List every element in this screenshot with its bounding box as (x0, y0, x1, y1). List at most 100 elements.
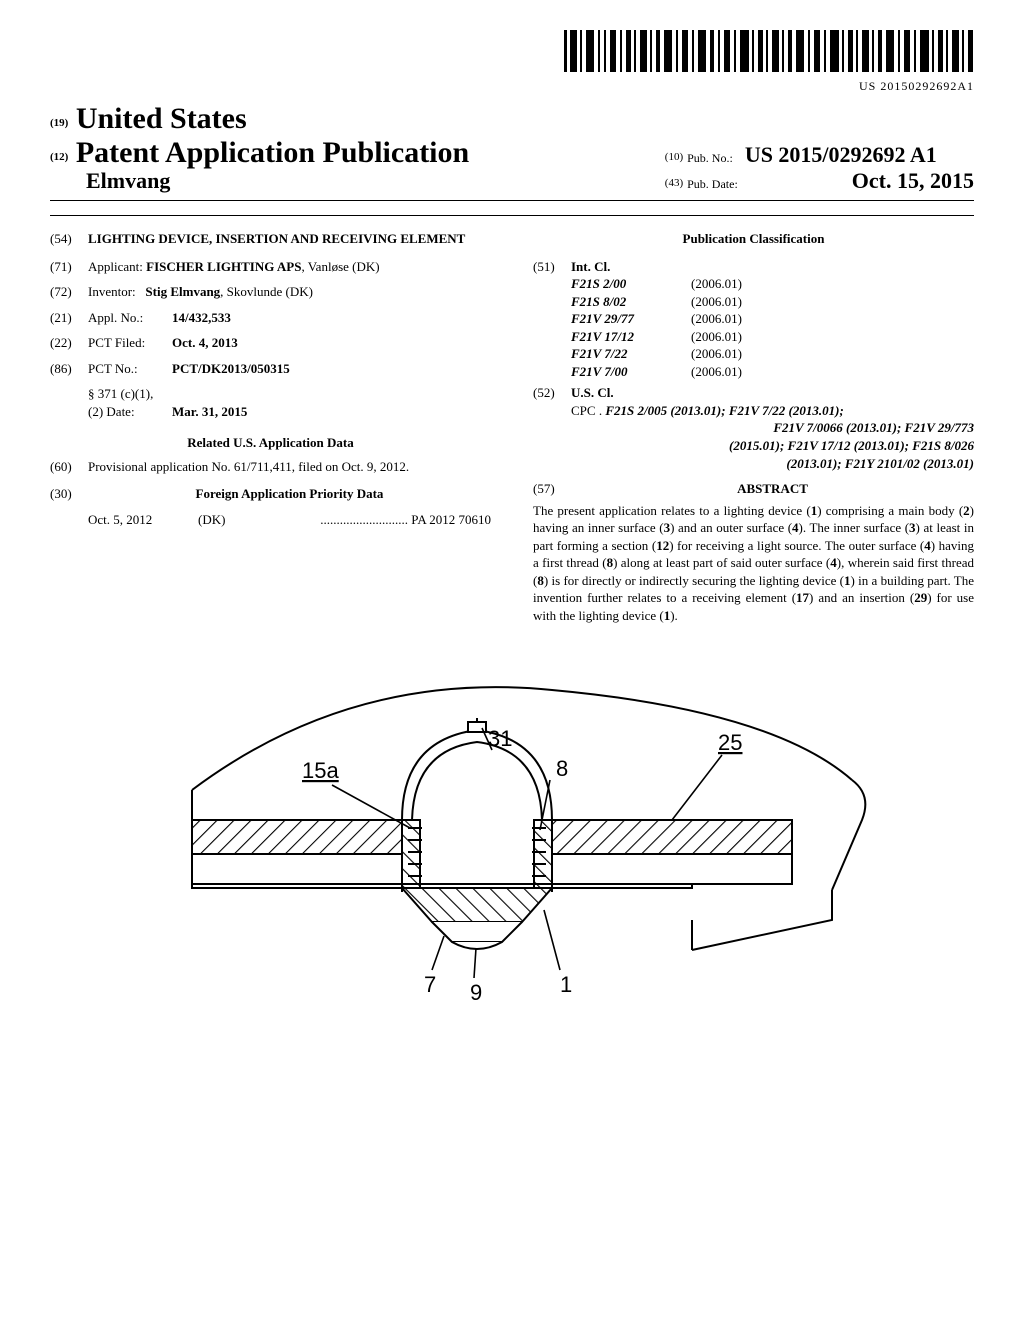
header-inventor: Elmvang (86, 168, 469, 194)
foreign-code: (30) (50, 485, 88, 503)
intcl-version: (2006.01) (691, 275, 742, 293)
intcl-row: F21V 29/77(2006.01) (571, 310, 974, 328)
inventor-code: (72) (50, 283, 88, 301)
pubdate-label: Pub. Date: (687, 177, 738, 191)
doc-type: Patent Application Publication (76, 136, 469, 169)
applicant-loc: , Vanløse (DK) (301, 259, 379, 274)
fig-label-7: 7 (424, 972, 436, 997)
inventor-field: (72) Inventor: Stig Elmvang, Skovlunde (… (50, 283, 491, 301)
s371-line2: (2) Date: Mar. 31, 2015 (88, 403, 491, 421)
provisional-code: (60) (50, 458, 88, 476)
inventor-name: Stig Elmvang (145, 284, 220, 299)
intcl-row: F21S 2/00(2006.01) (571, 275, 974, 293)
applicant-name: FISCHER LIGHTING APS (146, 259, 301, 274)
country-name: United States (76, 102, 247, 135)
title-code: (54) (50, 230, 88, 248)
doc-type-prefix: (12) (50, 151, 68, 163)
figure-wrap: 15a 31 8 25 7 9 1 (50, 650, 974, 1015)
cpc-block: CPC . F21S 2/005 (2013.01); F21V 7/22 (2… (571, 402, 974, 472)
intcl-code: (51) (533, 258, 571, 276)
fig-label-25: 25 (718, 730, 742, 755)
pctno-code: (86) (50, 360, 88, 378)
fig-label-15a: 15a (302, 758, 339, 783)
uscl-header: (52) U.S. Cl. (533, 384, 974, 402)
abstract-title: ABSTRACT (571, 480, 974, 498)
intcl-class: F21V 29/77 (571, 310, 691, 328)
inventor-label: Inventor: (88, 284, 136, 299)
cpc-line4: (2013.01); F21Y 2101/02 (2013.01) (786, 456, 974, 471)
pubno-prefix: (10) (665, 151, 683, 163)
pctno-field: (86) PCT No.: PCT/DK2013/050315 (50, 360, 491, 378)
pctfiled-value: Oct. 4, 2013 (172, 334, 238, 352)
intcl-class: F21S 8/02 (571, 293, 691, 311)
cpc-line3: (2015.01); F21V 17/12 (2013.01); F21S 8/… (729, 438, 974, 453)
intcl-version: (2006.01) (691, 328, 742, 346)
cpc-line2: F21V 7/0066 (2013.01); F21V 29/773 (571, 419, 974, 437)
intcl-row: F21V 7/00(2006.01) (571, 363, 974, 381)
intcl-version: (2006.01) (691, 293, 742, 311)
intcl-label: Int. Cl. (571, 258, 974, 276)
intcl-version: (2006.01) (691, 310, 742, 328)
pubno-line: (10) Pub. No.: US 2015/0292692 A1 (665, 142, 974, 168)
pubdate-prefix: (43) (665, 177, 683, 189)
intcl-class: F21V 7/22 (571, 345, 691, 363)
pctfiled-field: (22) PCT Filed: Oct. 4, 2013 (50, 334, 491, 352)
country-prefix: (19) (50, 117, 68, 129)
applno-label: Appl. No.: (88, 309, 172, 327)
intcl-row: F21S 8/02(2006.01) (571, 293, 974, 311)
fig-label-8: 8 (556, 756, 568, 781)
priority-date: Oct. 5, 2012 (88, 511, 198, 529)
provisional-field: (60) Provisional application No. 61/711,… (50, 458, 491, 476)
pubdate-line: (43) Pub. Date: Oct. 15, 2015 (665, 168, 974, 194)
intcl-version: (2006.01) (691, 363, 742, 381)
applicant-field: (71) Applicant: FISCHER LIGHTING APS, Va… (50, 258, 491, 276)
uscl-code: (52) (533, 384, 571, 402)
fig-label-1: 1 (560, 972, 572, 997)
s371-value: Mar. 31, 2015 (172, 403, 247, 421)
foreign-field: (30) Foreign Application Priority Data (50, 485, 491, 503)
intcl-class: F21S 2/00 (571, 275, 691, 293)
abstract-code: (57) (533, 480, 571, 498)
intcl-header: (51) Int. Cl. (533, 258, 974, 276)
barcode-block: US 20150292692A1 (50, 30, 974, 94)
pubclass-title: Publication Classification (533, 230, 974, 248)
related-title: Related U.S. Application Data (50, 434, 491, 452)
applicant-label: Applicant: (88, 259, 143, 274)
s371-line1: § 371 (c)(1), (88, 385, 491, 403)
left-column: (54) LIGHTING DEVICE, INSERTION AND RECE… (50, 230, 497, 624)
country-line: (19) United States (50, 102, 974, 136)
right-column: Publication Classification (51) Int. Cl.… (527, 230, 974, 624)
pctno-value: PCT/DK2013/050315 (172, 360, 290, 378)
pubno-value: US 2015/0292692 A1 (745, 142, 937, 167)
abstract-header: (57) ABSTRACT (533, 480, 974, 498)
pubno-label: Pub. No.: (687, 151, 733, 165)
priority-dots: ........................... (320, 512, 408, 527)
fig-label-31: 31 (488, 726, 512, 751)
intcl-class: F21V 7/00 (571, 363, 691, 381)
priority-number: PA 2012 70610 (411, 512, 491, 527)
body-columns: (54) LIGHTING DEVICE, INSERTION AND RECE… (50, 215, 974, 624)
applno-value: 14/432,533 (172, 309, 231, 327)
intcl-row: F21V 7/22(2006.01) (571, 345, 974, 363)
cpc-line1: F21S 2/005 (2013.01); F21V 7/22 (2013.01… (605, 403, 843, 418)
intcl-row: F21V 17/12(2006.01) (571, 328, 974, 346)
title-field: (54) LIGHTING DEVICE, INSERTION AND RECE… (50, 230, 491, 248)
pubdate-value: Oct. 15, 2015 (852, 168, 974, 193)
applno-field: (21) Appl. No.: 14/432,533 (50, 309, 491, 327)
invention-title: LIGHTING DEVICE, INSERTION AND RECEIVING… (88, 230, 491, 248)
applicant-code: (71) (50, 258, 88, 276)
inventor-loc: , Skovlunde (DK) (220, 284, 313, 299)
doc-type-line: (12) Patent Application Publication (50, 136, 469, 170)
abstract-text: The present application relates to a lig… (533, 502, 974, 625)
priority-row: Oct. 5, 2012 (DK) ......................… (88, 511, 491, 529)
s371-label: (2) Date: (88, 403, 172, 421)
pctfiled-code: (22) (50, 334, 88, 352)
pctfiled-label: PCT Filed: (88, 334, 172, 352)
patent-figure: 15a 31 8 25 7 9 1 (132, 650, 892, 1010)
cpc-label: CPC . (571, 403, 602, 418)
applno-code: (21) (50, 309, 88, 327)
provisional-text: Provisional application No. 61/711,411, … (88, 458, 491, 476)
priority-country: (DK) (198, 511, 258, 529)
intcl-version: (2006.01) (691, 345, 742, 363)
intcl-class: F21V 17/12 (571, 328, 691, 346)
